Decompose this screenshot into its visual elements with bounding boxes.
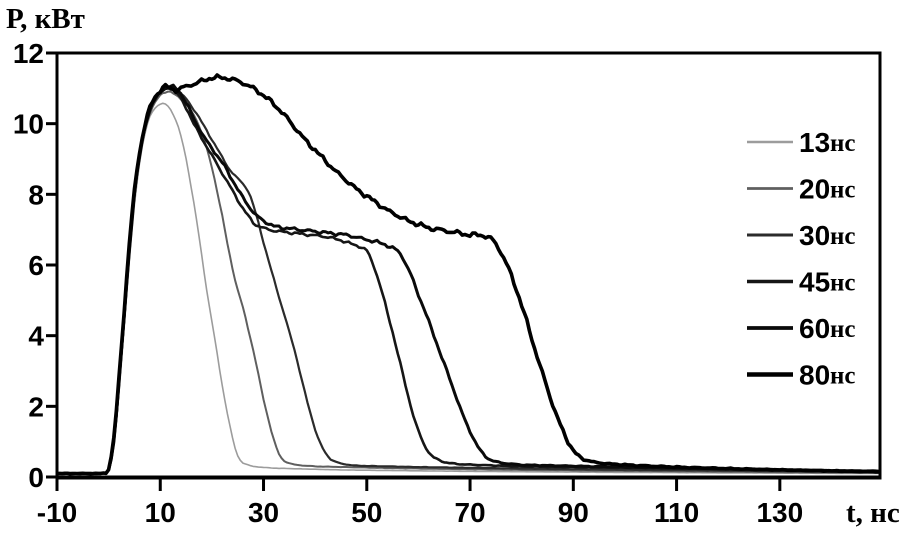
x-axis-title: t, нс: [846, 497, 900, 529]
y-tick-label: 0: [28, 462, 44, 493]
legend-unit: нс: [830, 223, 856, 250]
y-tick-label: 8: [28, 179, 44, 210]
legend-value: 30: [799, 220, 830, 251]
legend-unit: нс: [830, 363, 856, 390]
y-tick-label: 6: [28, 250, 44, 281]
y-tick-label: 4: [28, 321, 44, 352]
plot-border: [55, 51, 882, 479]
curves: [58, 73, 879, 476]
curve-60ns: [58, 83, 879, 476]
curve-80ns: [58, 73, 879, 476]
legend-item-45ns: 45 нс: [747, 267, 856, 298]
legend-item-20ns: 20 нс: [747, 174, 856, 205]
x-axis-ticks: -10 10 30 50 70 90 110 130: [37, 479, 803, 528]
legend-unit: нс: [830, 177, 856, 204]
legend-value: 45: [799, 267, 830, 298]
legend-unit: нс: [830, 270, 856, 297]
legend-item-30ns: 30 нс: [747, 220, 856, 251]
y-tick-label: 2: [28, 391, 44, 422]
curve-13ns: [58, 102, 879, 475]
x-tick-label: 50: [351, 497, 382, 528]
x-tick-label: 10: [145, 497, 176, 528]
legend-value: 60: [799, 313, 830, 344]
y-tick-label: 12: [13, 38, 44, 69]
x-tick-label: 130: [756, 497, 803, 528]
y-tick-label: 10: [13, 109, 44, 140]
legend-unit: нс: [830, 316, 856, 343]
legend-item-80ns: 80 нс: [747, 360, 856, 391]
y-axis-title: Р, кВт: [6, 3, 85, 35]
x-tick-label: -10: [37, 497, 77, 528]
legend-item-60ns: 60 нс: [747, 313, 856, 344]
x-tick-label: 110: [654, 497, 699, 528]
legend-value: 80: [799, 360, 830, 391]
x-tick-label: 70: [454, 497, 485, 528]
x-tick-label: 90: [558, 497, 589, 528]
x-tick-label: 30: [248, 497, 279, 528]
legend-unit: нс: [830, 130, 856, 157]
legend-value: 13: [799, 127, 830, 158]
legend-item-13ns: 13 нс: [747, 127, 856, 158]
legend-value: 20: [799, 174, 830, 205]
y-axis-ticks: 0 2 4 6 8 10 12: [13, 38, 56, 493]
